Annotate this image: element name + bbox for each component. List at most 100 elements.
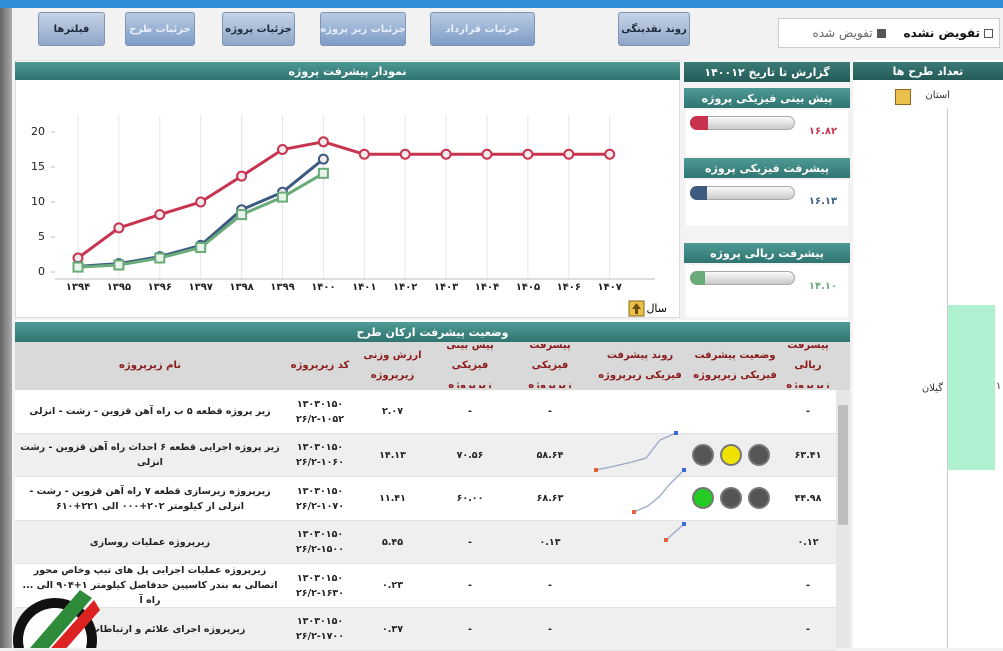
point (523, 150, 532, 159)
cell-forecast: - (430, 390, 510, 434)
point (114, 261, 123, 270)
code-line: ۲۶/۲-۱۵۰۰ (296, 542, 344, 557)
option-label: تفویض شده (812, 26, 872, 40)
province-label: گیلان (905, 383, 943, 394)
gauge-value: ۱۴.۱۰ (800, 281, 846, 292)
x-tick-label: ۱۴۰۶ (557, 282, 581, 293)
column-header: روند پیشرفت فیزیکی زیرپروژه (590, 344, 690, 388)
point (319, 169, 328, 178)
point (237, 172, 246, 181)
point (196, 243, 205, 252)
project-details-button[interactable]: جزئیات پروژه (222, 12, 295, 46)
column-header: نام زیرپروژه (15, 344, 285, 388)
sort-icon[interactable] (629, 301, 644, 316)
point (319, 155, 328, 164)
x-tick-label: ۱۳۹۵ (107, 282, 131, 293)
point (605, 150, 614, 159)
checkbox[interactable] (984, 29, 993, 38)
point (74, 263, 83, 272)
x-tick-label: ۱۴۰۲ (393, 282, 417, 293)
cell-forecast: ۷۰.۵۶ (430, 434, 510, 478)
x-axis-label: سال (646, 302, 667, 315)
top-bar (0, 0, 1003, 8)
cell-physical: - (510, 608, 590, 651)
cell-weight: ۲.۰۷ (355, 390, 430, 434)
cell-forecast: ۶۰.۰۰ (430, 477, 510, 521)
point (319, 137, 328, 146)
scroll-thumb[interactable] (838, 405, 848, 525)
cell-forecast: - (430, 521, 510, 565)
code-line: ۱۳۰۳۰۱۵۰ (297, 440, 343, 455)
code-line: ۲۶/۲-۱۷۰۰ (296, 629, 344, 644)
contract-details-button[interactable]: جزئیات قرارداد (430, 12, 535, 46)
gauge-fill (690, 271, 705, 285)
x-tick-label: ۱۴۰۵ (516, 282, 540, 293)
point (196, 198, 205, 207)
point (483, 150, 492, 159)
count-bar (948, 305, 995, 470)
x-tick-label: ۱۴۰۰ (311, 282, 335, 293)
cashflow-button[interactable]: روند نقدینگی (618, 12, 690, 46)
gauge-track (690, 271, 795, 285)
y-tick-label: 5 (38, 230, 45, 243)
chart-title: نمودار پیشرفت پروژه (15, 62, 680, 80)
x-tick-label: ۱۴۰۳ (434, 282, 458, 293)
point (442, 150, 451, 159)
code-line: ۱۳۰۳۰۱۵۰ (297, 484, 343, 499)
gauge-title: پیشرفت فیزیکی پروژه (684, 158, 850, 178)
filters-button[interactable]: فیلترها (38, 12, 105, 46)
x-tick-label: ۱۳۹۶ (148, 282, 172, 293)
checkbox[interactable] (877, 29, 886, 38)
sort-icon[interactable] (895, 89, 911, 105)
code-line: ۲۶/۲-۱۶۳۰ (296, 586, 344, 601)
x-tick-label: ۱۳۹۴ (66, 282, 90, 293)
table-title: وضعیت پیشرفت ارکان طرح (15, 322, 850, 342)
code-line: ۲۶/۲-۱۰۷۰ (296, 499, 344, 514)
subproject-details-button[interactable]: جزئیات زیر پروژه (320, 12, 406, 46)
option[interactable]: تفویض شده (812, 26, 885, 40)
cell-rial: ۰.۱۲ (780, 521, 836, 565)
x-tick-label: ۱۳۹۸ (229, 282, 253, 293)
cell-rial: - (780, 564, 836, 608)
cell-name: زیر پروژه اجرایی قطعه ۶ احداث راه آهن قز… (15, 434, 285, 478)
y-tick-label: 20 (31, 125, 45, 138)
gauge-value: ۱۶.۱۳ (800, 196, 846, 207)
column-header: پیش بینی فیزیکی زیرپروژه (430, 344, 510, 388)
cell-forecast: - (430, 564, 510, 608)
x-tick-label: ۱۴۰۴ (475, 282, 499, 293)
sidebar-title: تعداد طرح ها (853, 62, 1003, 80)
code-line: ۱۳۰۳۰۱۵۰ (297, 614, 343, 629)
point (360, 150, 369, 159)
cell-weight: ۱۴.۱۳ (355, 434, 430, 478)
y-tick-label: 0 (38, 265, 45, 278)
cell-weight: ۰.۲۳ (355, 564, 430, 608)
column-header: وضعیت پیشرفت فیزیکی زیرپروژه (690, 344, 780, 388)
cell-physical: - (510, 390, 590, 434)
cell-rial: ۶۳.۴۱ (780, 434, 836, 478)
cell-weight: ۰.۳۷ (355, 608, 430, 651)
column-header: ارزش وزنی زیرپروژه (355, 344, 430, 388)
filter-label: استان (915, 90, 950, 101)
count-label: ۱ (996, 381, 1003, 392)
gauge-fill (690, 186, 707, 200)
point (114, 223, 123, 232)
cell-forecast: - (430, 608, 510, 651)
cell-rial: ۴۴.۹۸ (780, 477, 836, 521)
point (401, 150, 410, 159)
code-line: ۱۳۰۳۰۱۵۰ (297, 527, 343, 542)
option[interactable]: تفویض نشده (904, 26, 993, 40)
gauge-fill (690, 116, 708, 130)
cell-name: زیرپروژه عملیات روسازی (15, 521, 285, 565)
point (237, 210, 246, 219)
y-tick-label: 15 (31, 160, 45, 173)
code-line: ۲۶/۲-۱۰۶۰ (296, 455, 344, 470)
left-edge (0, 8, 12, 648)
plan-details-button[interactable]: جزئیات طرح (125, 12, 195, 46)
point (564, 150, 573, 159)
